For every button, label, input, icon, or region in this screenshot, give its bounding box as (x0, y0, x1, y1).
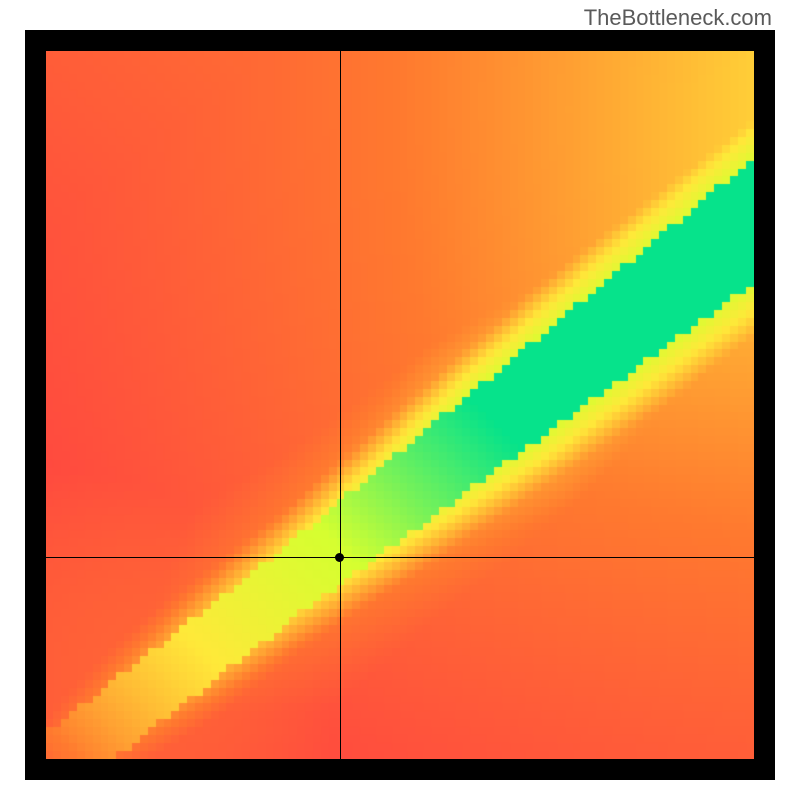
marker-dot (335, 553, 344, 562)
crosshair-vertical (340, 51, 341, 759)
chart-container: TheBottleneck.com (0, 0, 800, 800)
watermark-text: TheBottleneck.com (584, 5, 772, 31)
heatmap-canvas (46, 51, 754, 759)
crosshair-horizontal (46, 557, 754, 558)
plot-frame (25, 30, 775, 780)
